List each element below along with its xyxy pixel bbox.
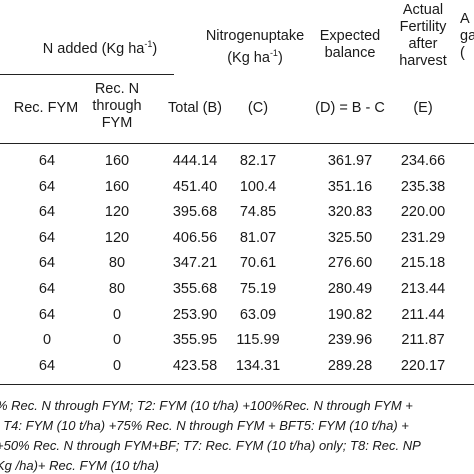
nitrogen-uptake-line2: (Kg ha-1) — [190, 45, 320, 67]
footnote-line-2: ; T4: FYM (10 t/ha) +75% Rec. N through … — [0, 418, 409, 433]
table-cell: 276.60 — [327, 255, 373, 271]
expected-balance-line2: balance — [324, 45, 376, 61]
table-cell: 64 — [38, 179, 56, 195]
n-added-sup: -1 — [144, 39, 153, 49]
table-cell: 253.90 — [172, 307, 218, 323]
table-cell: 234.66 — [400, 153, 446, 169]
table-cell: 325.50 — [327, 230, 373, 246]
table-cell: 82.17 — [239, 153, 277, 169]
col-c-subheader: (C) — [247, 100, 269, 116]
partial-col-line1: A — [460, 11, 470, 27]
table-cell: 0 — [112, 358, 122, 374]
table-cell: 235.38 — [400, 179, 446, 195]
table-cell: 74.85 — [239, 204, 277, 220]
nitrogen-uptake-unit-sup: -1 — [269, 48, 278, 58]
rec-fym-subheader: Rec. FYM — [13, 100, 79, 116]
actual-fertility-line1: Actual — [402, 2, 444, 18]
footnote-line-1: % Rec. N through FYM; T2: FYM (10 t/ha) … — [0, 398, 413, 413]
n-added-suffix: ) — [152, 40, 158, 57]
expected-balance-header: Expected balance — [300, 28, 400, 62]
table-cell: 347.21 — [172, 255, 218, 271]
partial-col-line3: ( — [460, 45, 465, 61]
table-cell: 320.83 — [327, 204, 373, 220]
table-cell: 64 — [38, 255, 56, 271]
table-cell: 81.07 — [239, 230, 277, 246]
partial-col-line2: ga — [460, 28, 474, 44]
table-cell: 64 — [38, 153, 56, 169]
footnote-line-3: +50% Rec. N through FYM+BF; T7: Rec. FYM… — [0, 438, 421, 453]
table-cell: 355.95 — [172, 332, 218, 348]
table-cell: 64 — [38, 307, 56, 323]
n-added-header: N added (Kg ha-1) — [30, 36, 170, 58]
table-cell: 64 — [38, 204, 56, 220]
table-cell: 220.17 — [400, 358, 446, 374]
n-added-prefix: N added (Kg ha — [42, 40, 145, 57]
footnote-line-4: Kg /ha)+ Rec. FYM (10 t/ha) — [0, 458, 159, 473]
table-cell: 280.49 — [327, 281, 373, 297]
table-cell: 64 — [38, 358, 56, 374]
nitrogen-uptake-line1: Nitrogenuptake — [205, 28, 305, 44]
table-cell: 395.68 — [172, 204, 218, 220]
table-cell: 423.58 — [172, 358, 218, 374]
table-cell: 239.96 — [327, 332, 373, 348]
table-cell: 160 — [104, 153, 130, 169]
table-cell: 211.44 — [401, 307, 445, 323]
table-cell: 63.09 — [239, 307, 277, 323]
table-cell: 120 — [104, 204, 130, 220]
actual-fertility-line3: after — [408, 36, 438, 52]
subheader-top-rule-left — [0, 74, 30, 75]
table-cell: 64 — [38, 281, 56, 297]
rec-n-fym-subheader: Rec. N through FYM — [84, 81, 150, 132]
table-cell: 211.87 — [401, 332, 445, 348]
table-cell: 351.16 — [327, 179, 373, 195]
table-cell: 134.31 — [235, 358, 281, 374]
table-cell: 0 — [112, 332, 122, 348]
nitrogen-uptake-header: Nitrogenuptake (Kg ha-1) — [190, 28, 320, 67]
rec-n-fym-line3: FYM — [101, 115, 133, 131]
total-subheader: Total (B) — [168, 100, 222, 116]
table-cell: 355.68 — [172, 281, 218, 297]
table-cell: 444.14 — [172, 153, 218, 169]
table-cell: 70.61 — [239, 255, 277, 271]
nitrogen-uptake-unit-suffix: ) — [277, 49, 283, 66]
table-cell: 190.82 — [327, 307, 373, 323]
table-cell: 289.28 — [327, 358, 373, 374]
table-cell: 160 — [104, 179, 130, 195]
table-cell: 0 — [42, 332, 52, 348]
table-cell: 215.18 — [400, 255, 446, 271]
actual-fertility-line4: harvest — [399, 53, 447, 69]
actual-fertility-header: Actual Fertility after harvest — [398, 2, 448, 70]
table-cell: 75.19 — [239, 281, 277, 297]
subheader-top-rule-mid — [30, 74, 174, 75]
table-cell: 451.40 — [172, 179, 218, 195]
table-cell: 231.29 — [400, 230, 446, 246]
table-cell: 0 — [112, 307, 122, 323]
nitrogen-uptake-unit-prefix: (Kg ha — [227, 49, 270, 66]
rec-n-fym-line1: Rec. N — [94, 81, 140, 97]
actual-fertility-line2: Fertility — [399, 19, 447, 35]
rec-n-fym-line2: through — [92, 98, 142, 114]
table-bottom-rule — [0, 384, 474, 385]
table-cell: 100.4 — [239, 179, 277, 195]
col-e-subheader: (E) — [413, 100, 433, 116]
expected-balance-line1: Expected — [319, 28, 381, 44]
table-cell: 120 — [104, 230, 130, 246]
table-cell: 80 — [108, 281, 126, 297]
header-bottom-rule — [0, 143, 474, 144]
table-cell: 213.44 — [400, 281, 446, 297]
table-cell: 406.56 — [172, 230, 218, 246]
table-cell: 361.97 — [327, 153, 373, 169]
table-cell: 80 — [108, 255, 126, 271]
table-cell: 115.99 — [236, 332, 280, 348]
col-d-subheader: (D) = B - C — [315, 100, 385, 116]
partial-column-header: A ga ( — [460, 11, 474, 62]
table-cell: 64 — [38, 230, 56, 246]
table-cell: 220.00 — [400, 204, 446, 220]
